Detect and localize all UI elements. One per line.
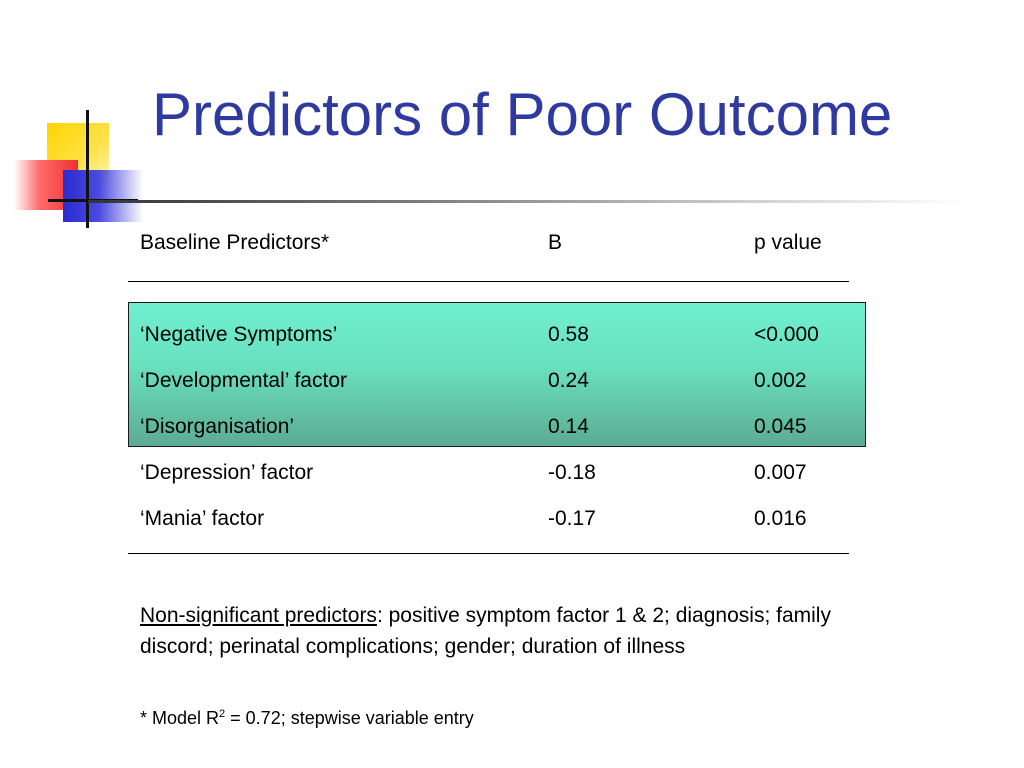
blue-square-decoration	[63, 170, 143, 222]
table-row-b: -0.17	[548, 507, 596, 530]
vertical-line-decoration	[86, 110, 89, 228]
table-row-p: 0.045	[754, 415, 807, 438]
column-header-b: B	[548, 231, 563, 254]
non-significant-label: Non-significant predictors	[140, 604, 377, 627]
non-significant-list: : positive symptom factor 1 & 2; diagnos…	[140, 604, 831, 658]
table-row-p: 0.002	[754, 369, 807, 392]
significant-rows-highlight	[128, 302, 866, 447]
table-bottom-divider	[128, 553, 849, 554]
table-row-p: <0.000	[754, 323, 819, 346]
footnote-prefix: * Model R	[140, 708, 220, 728]
footnote-suffix: = 0.72; stepwise variable entry	[225, 708, 474, 728]
table-row-predictor: ‘Depression’ factor	[140, 461, 314, 484]
decorative-logo	[0, 0, 150, 240]
table-row-b: 0.24	[548, 369, 589, 392]
table-row-predictor: ‘Mania’ factor	[140, 507, 265, 530]
table-row-b: -0.18	[548, 461, 596, 484]
table-row-b: 0.14	[548, 415, 589, 438]
table-row-predictor: ‘Developmental’ factor	[140, 369, 347, 392]
column-header-p-value: p value	[754, 231, 822, 254]
slide-title: Predictors of Poor Outcome	[152, 81, 893, 148]
title-underline-rule	[88, 200, 968, 203]
table-header-divider	[128, 281, 849, 282]
footnote-superscript: 2	[219, 708, 226, 720]
table-row-p: 0.016	[754, 507, 807, 530]
table-row-b: 0.58	[548, 323, 589, 346]
non-significant-note: Non-significant predictors: positive sym…	[140, 600, 910, 662]
table-row-p: 0.007	[754, 461, 807, 484]
table-row-predictor: ‘Disorganisation’	[140, 415, 295, 438]
model-footnote: * Model R2 = 0.72; stepwise variable ent…	[140, 708, 474, 729]
table-row-predictor: ‘Negative Symptoms’	[140, 323, 338, 346]
column-header-predictor: Baseline Predictors*	[140, 231, 330, 254]
